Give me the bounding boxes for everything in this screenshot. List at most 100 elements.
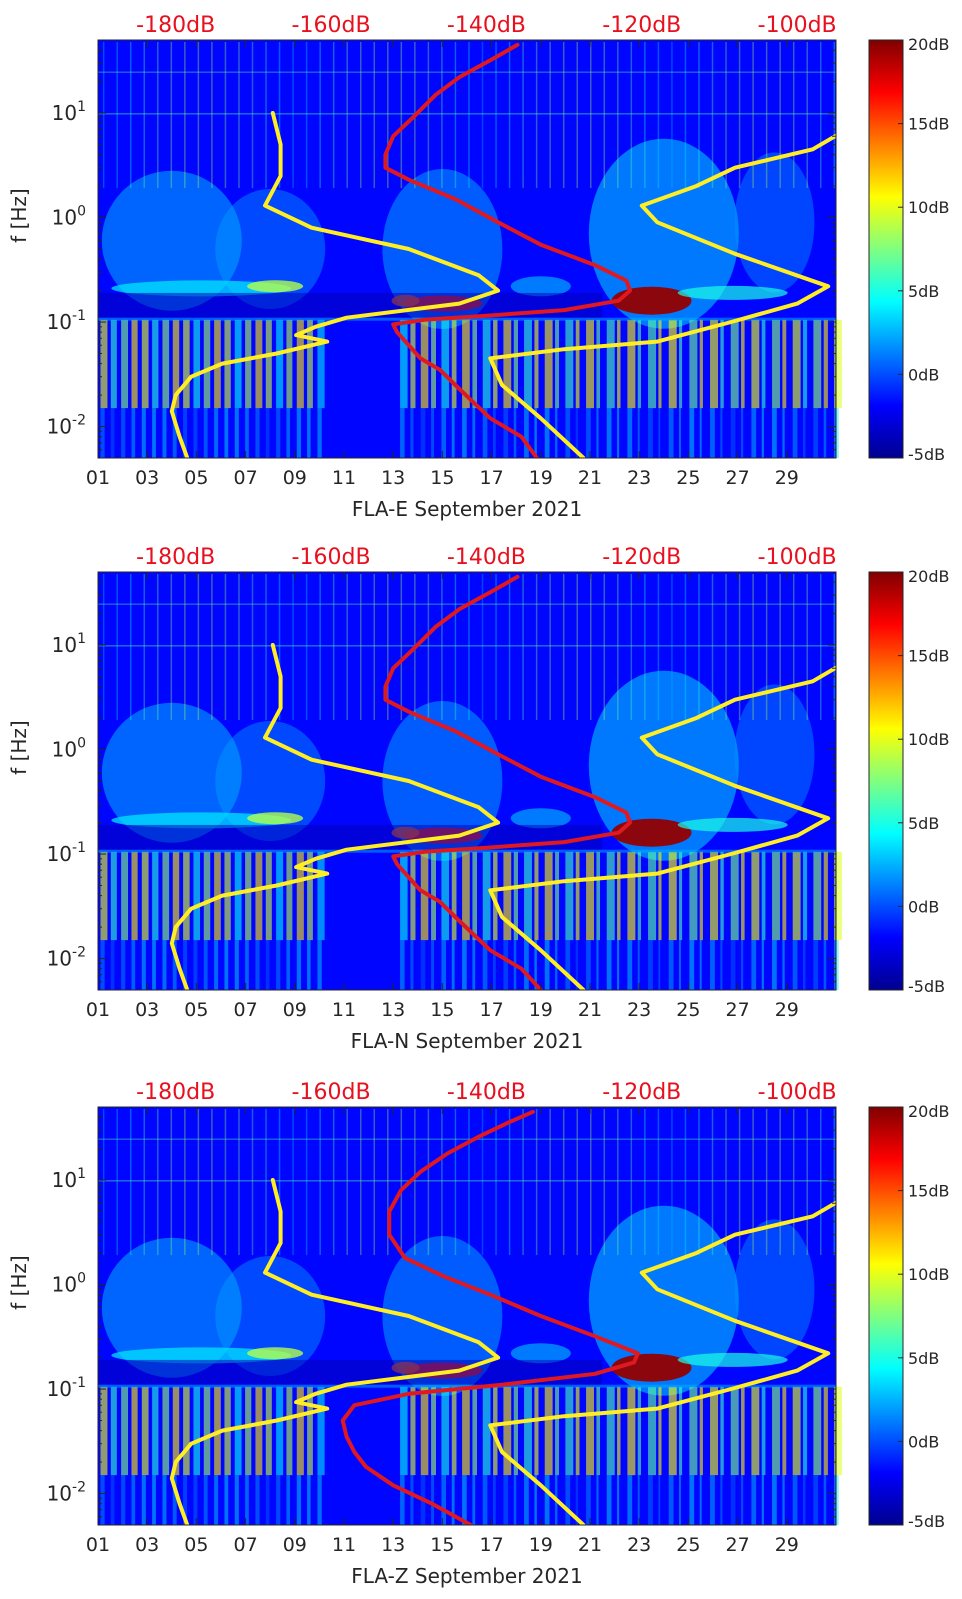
- psd-curves: [169, 42, 836, 458]
- x-tick-label: 27: [726, 467, 750, 489]
- colorbar-tick-label: 10dB: [908, 198, 950, 217]
- top-axis-label: -180dB: [136, 1080, 215, 1105]
- psd-curves: [169, 574, 836, 990]
- x-tick-label: 07: [234, 999, 258, 1021]
- y-tick-label: 100: [52, 204, 86, 230]
- x-tick-label: 25: [676, 999, 700, 1021]
- colorbar-tick-label: -5dB: [908, 977, 945, 996]
- x-tick-label: 09: [283, 999, 307, 1021]
- panel-2: 01 03 05 07 09 11 13 15 17 19 21 23 25 27 29 FLA-N Sept…: [7, 545, 950, 1053]
- colorbar-tick-label: 0dB: [908, 365, 939, 384]
- y-tick-label: 100: [52, 1271, 86, 1297]
- y-axis-label: f [Hz]: [7, 188, 31, 243]
- noise-model-curve-yellow-2: [488, 1200, 836, 1525]
- x-tick-label: 01: [86, 999, 110, 1021]
- x-tick-label: 01: [86, 1534, 110, 1556]
- y-tick-label: 101: [52, 1166, 86, 1192]
- colorbar-tick-label: -5dB: [908, 445, 945, 464]
- x-tick-label: 05: [184, 999, 208, 1021]
- colorbar-tick-label: 10dB: [908, 1265, 950, 1284]
- y-tick-label: 10-2: [47, 413, 86, 439]
- spectrogram-image: [98, 572, 842, 990]
- x-tick-label: 03: [135, 999, 159, 1021]
- x-tick-label: 21: [578, 467, 602, 489]
- x-tick-label: 19: [529, 1534, 553, 1556]
- top-axis-label: -160dB: [292, 1080, 371, 1105]
- x-tick-label: 13: [381, 467, 405, 489]
- x-tick-label: 09: [283, 467, 307, 489]
- y-tick-label: 10-1: [47, 308, 86, 334]
- colorbar-tick-label: -5dB: [908, 1512, 945, 1531]
- x-tick-label: 01: [86, 467, 110, 489]
- noise-model-curve-yellow-1: [169, 643, 501, 990]
- top-axis-label: -160dB: [292, 545, 371, 570]
- y-tick-label: 10-2: [47, 945, 86, 971]
- colorbar: 20dB 15dB 10dB 5dB 0dB -5dB: [868, 35, 950, 464]
- y-tick-label: 10-2: [47, 1480, 86, 1506]
- top-axis-label: -100dB: [758, 1080, 837, 1105]
- colorbar: 20dB 15dB 10dB 5dB 0dB -5dB: [868, 1102, 950, 1531]
- x-tick-label: 29: [775, 1534, 799, 1556]
- top-axis-label: -160dB: [292, 13, 371, 38]
- colorbar-tick-label: 15dB: [908, 115, 950, 134]
- y-tick-label: 100: [52, 736, 86, 762]
- x-tick-label: 29: [775, 999, 799, 1021]
- spectrogram-image: [98, 1107, 842, 1525]
- y-tick-label: 10-1: [47, 1375, 86, 1401]
- x-tick-label: 25: [676, 467, 700, 489]
- x-axis-label: FLA-N September 2021: [351, 1029, 584, 1053]
- top-axis-label: -140dB: [447, 545, 526, 570]
- x-tick-label: 05: [184, 467, 208, 489]
- psd-curve-red: [383, 574, 633, 990]
- x-tick-label: 29: [775, 467, 799, 489]
- y-tick-label: 10-1: [47, 840, 86, 866]
- colorbar-tick-label: 10dB: [908, 730, 950, 749]
- x-tick-label: 09: [283, 1534, 307, 1556]
- x-tick-label: 17: [480, 999, 504, 1021]
- colorbar-tick-label: 15dB: [908, 647, 950, 666]
- x-tick-label: 27: [726, 999, 750, 1021]
- noise-model-curve-yellow-2: [488, 133, 836, 458]
- x-tick-label: 07: [234, 1534, 258, 1556]
- x-tick-label: 23: [627, 467, 651, 489]
- x-axis-label: FLA-E September 2021: [352, 497, 582, 521]
- top-axis-label: -180dB: [136, 13, 215, 38]
- y-axis-label: f [Hz]: [7, 720, 31, 775]
- x-tick-label: 23: [627, 999, 651, 1021]
- panel-1: 01 03 05 07 09 11 13 15 17 19 21 23 25 27 29 FLA-E Sept…: [7, 13, 950, 521]
- colorbar-tick-label: 5dB: [908, 282, 939, 301]
- top-axis-label: -140dB: [447, 13, 526, 38]
- top-axis-label: -180dB: [136, 545, 215, 570]
- psd-curve-red: [383, 42, 633, 458]
- top-axis-label: -120dB: [602, 13, 681, 38]
- x-tick-label: 11: [332, 1534, 356, 1556]
- x-tick-label: 11: [332, 999, 356, 1021]
- spectrogram-image: [98, 40, 842, 458]
- psd-curve-red: [340, 1109, 640, 1525]
- top-axis-label: -120dB: [602, 545, 681, 570]
- noise-model-curve-yellow-2: [488, 665, 836, 990]
- colorbar-tick-label: 5dB: [908, 1349, 939, 1368]
- x-axis-label: FLA-Z September 2021: [351, 1564, 582, 1588]
- colorbar-tick-label: 5dB: [908, 814, 939, 833]
- top-axis-label: -120dB: [602, 1080, 681, 1105]
- x-tick-label: 03: [135, 467, 159, 489]
- x-tick-label: 23: [627, 1534, 651, 1556]
- x-tick-label: 15: [430, 999, 454, 1021]
- x-tick-label: 19: [529, 467, 553, 489]
- colorbar-tick-label: 15dB: [908, 1182, 950, 1201]
- colorbar-tick-label: 20dB: [908, 567, 950, 586]
- x-tick-label: 03: [135, 1534, 159, 1556]
- noise-model-curve-yellow-1: [169, 1178, 501, 1525]
- colorbar: 20dB 15dB 10dB 5dB 0dB -5dB: [868, 567, 950, 996]
- panel-3: 01 03 05 07 09 11 13 15 17 19 21 23 25 27 29 FLA-Z Sept…: [7, 1080, 950, 1588]
- psd-curves: [169, 1109, 836, 1525]
- x-tick-label: 13: [381, 999, 405, 1021]
- x-tick-label: 17: [480, 1534, 504, 1556]
- x-tick-label: 27: [726, 1534, 750, 1556]
- x-tick-label: 25: [676, 1534, 700, 1556]
- x-tick-label: 19: [529, 999, 553, 1021]
- y-tick-label: 101: [52, 631, 86, 657]
- colorbar-tick-label: 0dB: [908, 897, 939, 916]
- x-tick-label: 17: [480, 467, 504, 489]
